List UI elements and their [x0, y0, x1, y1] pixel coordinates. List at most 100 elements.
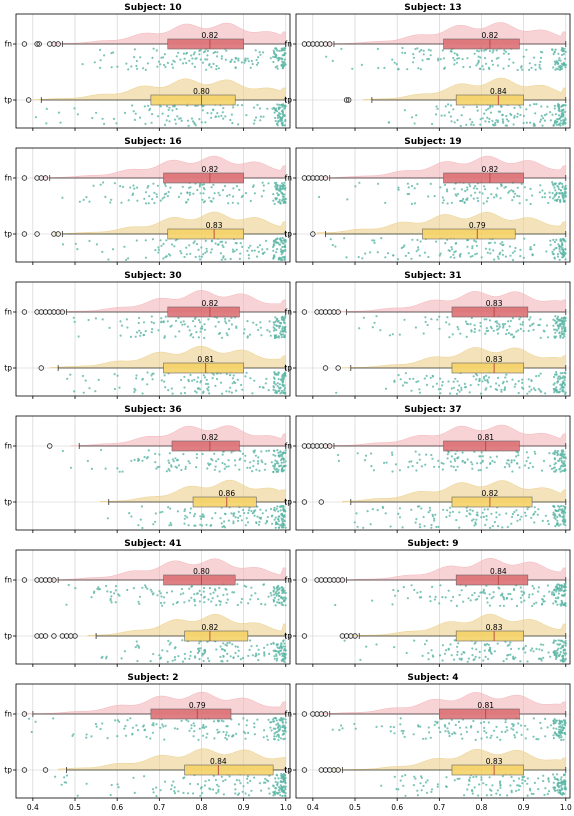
rain-dot — [282, 525, 285, 529]
rain-dot — [236, 378, 239, 381]
rain-dot — [523, 592, 526, 595]
rain-dot — [554, 48, 557, 51]
rain-dot — [159, 239, 162, 242]
rain-dot — [199, 192, 202, 195]
rain-dot — [114, 589, 117, 592]
rain-dot — [456, 465, 459, 468]
rain-dot — [253, 733, 256, 736]
rain-dot — [536, 513, 539, 516]
rain-dot — [107, 258, 110, 261]
rain-dot — [161, 723, 164, 726]
rain-dot — [557, 325, 560, 329]
rain-dot — [454, 452, 457, 455]
rain-dot — [196, 188, 199, 192]
rain-dot — [267, 780, 270, 783]
rain-dot — [564, 524, 567, 527]
rain-dot — [95, 111, 98, 114]
rain-dot — [173, 60, 176, 63]
rain-dot — [200, 515, 203, 518]
rain-dot — [187, 380, 190, 383]
rain-dot — [190, 596, 193, 599]
rain-dot — [178, 330, 181, 333]
rain-dot — [430, 318, 433, 321]
rain-dot — [429, 736, 432, 739]
rain-dot — [517, 329, 520, 332]
rain-dot — [489, 111, 493, 114]
rain-dot — [180, 392, 183, 395]
rain-dot — [281, 60, 284, 63]
rain-dot — [284, 47, 287, 50]
rain-dot — [562, 332, 566, 335]
rain-dot — [418, 523, 421, 526]
rain-dot — [203, 595, 206, 599]
rain-dot — [556, 603, 559, 606]
outlier-marker — [335, 365, 341, 371]
rain-dot — [555, 584, 558, 587]
rain-dot — [559, 68, 562, 71]
rain-dot — [161, 112, 164, 115]
rain-dot — [376, 47, 379, 51]
rain-dot — [351, 67, 354, 70]
rain-dot — [505, 657, 508, 661]
rain-dot — [272, 470, 275, 474]
rain-dot — [401, 46, 404, 50]
rain-dot — [334, 603, 337, 607]
rain-dot — [454, 469, 457, 472]
rain-dot — [469, 185, 472, 188]
rain-dot — [564, 719, 567, 722]
rain-dot — [507, 191, 510, 194]
rain-dot — [238, 257, 241, 260]
rain-dot — [97, 588, 100, 591]
rain-dot — [187, 524, 190, 527]
rain-dot — [334, 245, 337, 248]
rain-dot — [246, 466, 249, 469]
rain-dot — [254, 454, 257, 457]
rain-dot — [500, 390, 503, 393]
rain-dot — [166, 195, 169, 198]
rain-dot — [463, 794, 466, 797]
rain-dot — [168, 643, 171, 646]
rain-dot — [553, 382, 556, 385]
rain-dot — [274, 787, 278, 790]
rain-dot — [464, 320, 468, 323]
rain-dot — [167, 190, 170, 194]
rain-dot — [228, 775, 231, 778]
rain-dot — [94, 317, 97, 320]
rain-dot — [159, 592, 162, 595]
rain-dot — [431, 457, 434, 460]
rain-dot — [61, 449, 64, 453]
rain-dot — [552, 651, 556, 654]
rain-dot — [250, 594, 253, 597]
rain-dot — [425, 453, 428, 456]
rain-dot — [436, 318, 439, 321]
rain-dot — [434, 720, 437, 723]
rain-dot — [193, 512, 196, 516]
rain-dot — [343, 237, 346, 240]
rain-dot — [202, 374, 205, 377]
rain-dot — [560, 786, 563, 790]
rain-dot — [277, 595, 281, 598]
rain-dot — [283, 335, 286, 338]
rain-dot — [530, 516, 533, 519]
rain-dot — [217, 115, 220, 118]
rain-dot — [376, 251, 379, 254]
rain-dot — [441, 196, 444, 199]
subplot-title: Subject: 16 — [124, 137, 181, 147]
rain-dot — [557, 731, 561, 734]
rain-dot — [523, 599, 526, 602]
tp-density-cloud — [53, 211, 287, 235]
rain-dot — [563, 382, 566, 385]
x-tick-label: 0.6 — [391, 803, 403, 812]
rain-dot — [93, 61, 96, 64]
rain-dot — [63, 776, 66, 779]
rain-dot — [197, 647, 200, 650]
rain-dot — [522, 648, 525, 651]
rain-dot — [559, 728, 562, 732]
rain-dot — [273, 327, 276, 330]
rain-dot — [400, 246, 403, 250]
rain-dot — [501, 118, 504, 121]
rain-dot — [559, 515, 562, 518]
rain-dot — [519, 586, 522, 589]
rain-dot — [549, 464, 552, 467]
rain-dot — [457, 328, 460, 331]
